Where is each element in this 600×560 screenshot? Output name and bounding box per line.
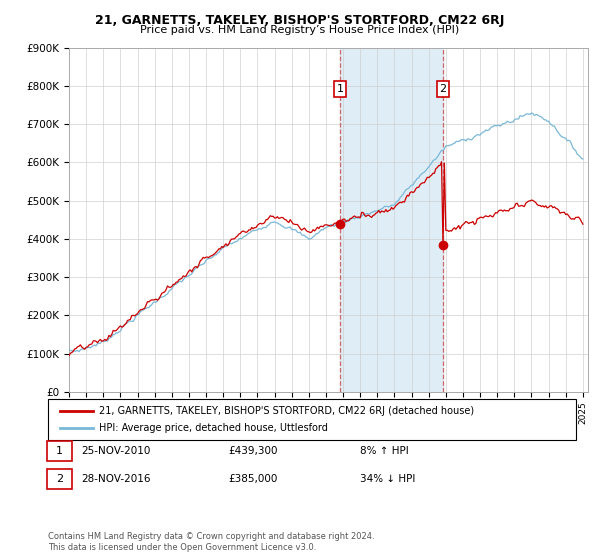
Text: HPI: Average price, detached house, Uttlesford: HPI: Average price, detached house, Uttl… bbox=[99, 423, 328, 433]
Text: 25-NOV-2010: 25-NOV-2010 bbox=[81, 446, 151, 456]
Text: 1: 1 bbox=[337, 84, 344, 94]
Text: 1: 1 bbox=[56, 446, 63, 456]
Text: £385,000: £385,000 bbox=[228, 474, 277, 484]
Text: £439,300: £439,300 bbox=[228, 446, 277, 456]
Text: Contains HM Land Registry data © Crown copyright and database right 2024.
This d: Contains HM Land Registry data © Crown c… bbox=[48, 532, 374, 552]
Bar bbox=[340, 48, 443, 392]
Text: 28-NOV-2016: 28-NOV-2016 bbox=[81, 474, 151, 484]
Text: 34% ↓ HPI: 34% ↓ HPI bbox=[360, 474, 415, 484]
Text: 21, GARNETTS, TAKELEY, BISHOP'S STORTFORD, CM22 6RJ: 21, GARNETTS, TAKELEY, BISHOP'S STORTFOR… bbox=[95, 14, 505, 27]
Text: Price paid vs. HM Land Registry’s House Price Index (HPI): Price paid vs. HM Land Registry’s House … bbox=[140, 25, 460, 35]
Text: 21, GARNETTS, TAKELEY, BISHOP'S STORTFORD, CM22 6RJ (detached house): 21, GARNETTS, TAKELEY, BISHOP'S STORTFOR… bbox=[99, 405, 474, 416]
Text: 2: 2 bbox=[56, 474, 63, 484]
Text: 2: 2 bbox=[439, 84, 446, 94]
Text: 8% ↑ HPI: 8% ↑ HPI bbox=[360, 446, 409, 456]
